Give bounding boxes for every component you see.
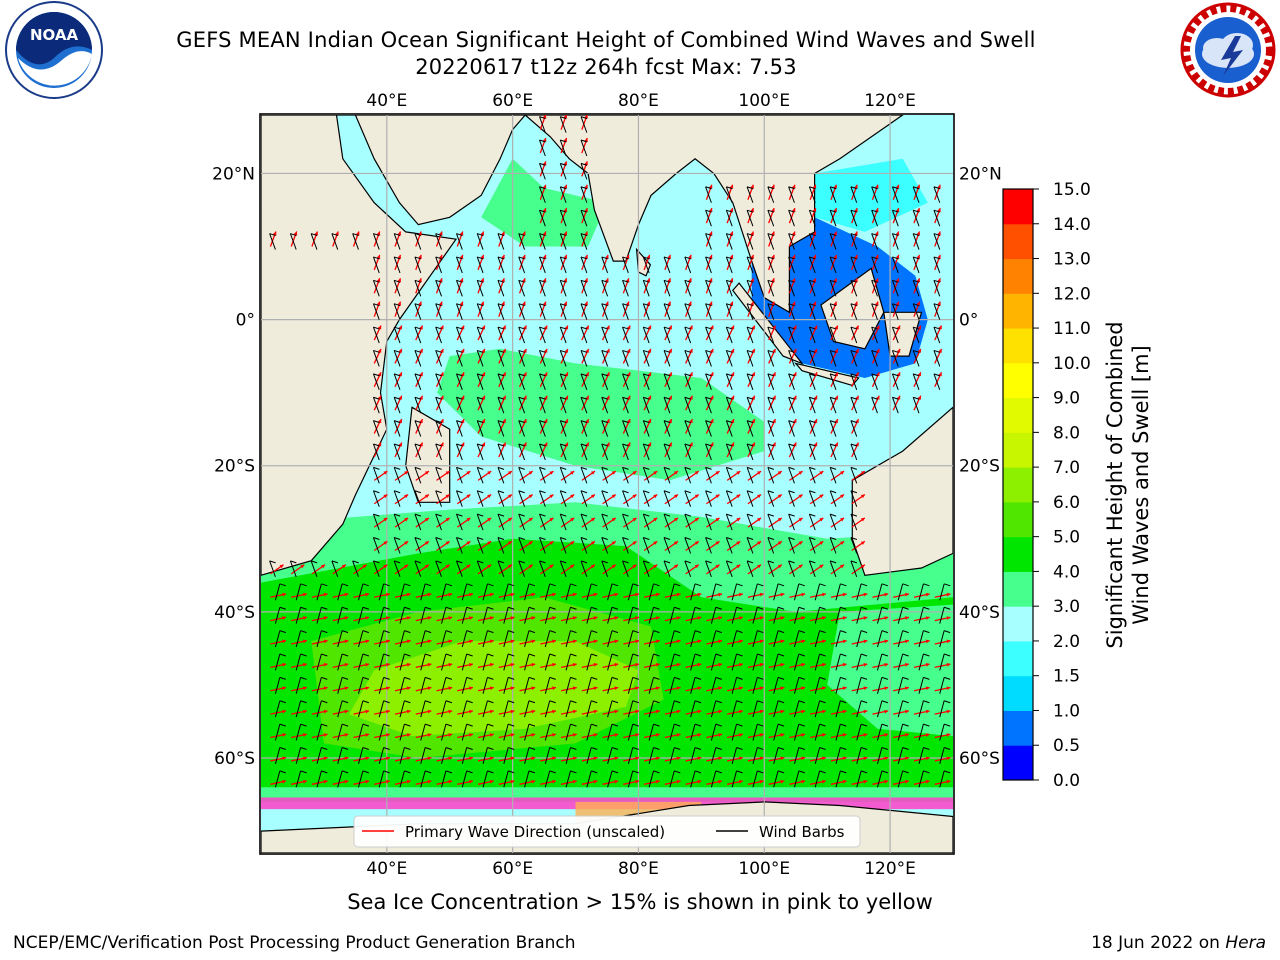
- lat-tick-right: 60°S: [959, 749, 1000, 769]
- colorbar-tick-label: 4.0: [1053, 562, 1080, 582]
- legend-label: Primary Wave Direction (unscaled): [405, 823, 665, 841]
- lon-tick-bottom: 100°E: [738, 859, 790, 879]
- lat-tick-right: 40°S: [959, 603, 1000, 623]
- colorbar: 0.0 0.5 1.0 1.5 2.0 3.0 4.0 5.0 6.0 7.0 8.0 9.0 10.0…: [1002, 180, 1153, 791]
- footer-date: 18 Jun 2022 on Hera: [1091, 933, 1266, 953]
- colorbar-segment: [1003, 293, 1033, 329]
- lat-tick-right: 20°S: [959, 457, 1000, 477]
- land-asia: [524, 115, 904, 314]
- chart-title: GEFS MEAN Indian Ocean Significant Heigh…: [176, 28, 1036, 52]
- lon-tick-top: 60°E: [492, 91, 533, 111]
- lon-tick-top: 120°E: [864, 91, 916, 111]
- colorbar-segment: [1003, 432, 1033, 468]
- colorbar-tick-label: 12.0: [1053, 284, 1091, 304]
- nws-logo: [1180, 2, 1276, 98]
- colorbar-tick-label: 2.0: [1053, 632, 1080, 652]
- colorbar-tick-label: 9.0: [1053, 389, 1080, 409]
- lon-tick-bottom: 40°E: [366, 859, 407, 879]
- lon-tick-top: 80°E: [618, 91, 659, 111]
- legend-label: Wind Barbs: [759, 823, 845, 841]
- colorbar-segment: [1003, 223, 1033, 260]
- colorbar-tick-label: 0.5: [1053, 736, 1080, 756]
- colorbar-tick-label: 13.0: [1053, 250, 1091, 270]
- colorbar-tick-label: 10.0: [1053, 354, 1091, 374]
- noaa-logo-text: NOAA: [30, 26, 79, 44]
- colorbar-segment: [1003, 362, 1033, 399]
- wave-band-south-equatorial: [437, 348, 765, 481]
- lat-tick-left: 20°S: [214, 457, 255, 477]
- land-arabia: [336, 115, 526, 226]
- colorbar-segment: [1003, 606, 1033, 642]
- graticule: [261, 115, 953, 853]
- footer-host: Hera: [1225, 933, 1266, 953]
- colorbar-tick-label: 15.0: [1053, 180, 1091, 200]
- colorbar-tick-label: 3.0: [1053, 597, 1080, 617]
- colorbar-tick-label: 1.5: [1053, 667, 1080, 687]
- lon-tick-bottom: 60°E: [492, 859, 533, 879]
- chart-subtitle: 20220617 t12z 264h fcst Max: 7.53: [415, 55, 797, 79]
- footer-date-text: 18 Jun 2022 on: [1091, 933, 1226, 953]
- lat-tick-left: 40°S: [214, 603, 255, 623]
- colorbar-segment: [1003, 745, 1033, 781]
- lon-tick-bottom: 80°E: [618, 859, 659, 879]
- colorbar-segment: [1003, 710, 1033, 746]
- wave-band-south-china-sea: [814, 158, 928, 232]
- colorbar-tick-label: 8.0: [1053, 423, 1080, 443]
- colorbar-tick-label: 11.0: [1053, 319, 1091, 339]
- colorbar-label: Significant Height of CombinedWind Waves…: [1103, 321, 1153, 648]
- map-legend: Primary Wave Direction (unscaled) Wind Ba…: [353, 815, 861, 848]
- colorbar-tick-label: 5.0: [1053, 528, 1080, 548]
- lat-tick-right: 20°N: [959, 164, 1002, 184]
- noaa-logo: NOAA: [5, 1, 103, 99]
- colorbar-tick-label: 7.0: [1053, 458, 1080, 478]
- colorbar-segment: [1003, 397, 1033, 433]
- colorbar-frame: [1002, 188, 1034, 781]
- colorbar-segment: [1003, 258, 1033, 294]
- colorbar-segment: [1003, 467, 1033, 503]
- lat-tick-left: 20°N: [212, 164, 255, 184]
- colorbar-segment: [1003, 328, 1033, 364]
- colorbar-tick-label: 6.0: [1053, 493, 1080, 513]
- land-sumatra: [732, 282, 804, 365]
- colorbar-segment: [1003, 501, 1033, 538]
- lon-tick-top: 40°E: [366, 91, 407, 111]
- lon-tick-bottom: 120°E: [864, 859, 916, 879]
- lat-tick-left: 60°S: [214, 749, 255, 769]
- colorbar-segment: [1003, 640, 1033, 677]
- colorbar-tick-label: 0.0: [1053, 771, 1080, 791]
- lat-tick-left: 0°: [236, 311, 255, 331]
- lat-tick-right: 0°: [959, 311, 978, 331]
- wave-vectors: [269, 115, 951, 788]
- land-australia: [851, 406, 953, 576]
- colorbar-tick-label: 14.0: [1053, 215, 1091, 235]
- map-frame: [259, 113, 955, 855]
- footer-credit: NCEP/EMC/Verification Post Processing Pr…: [13, 933, 576, 953]
- lon-tick-top: 100°E: [738, 91, 790, 111]
- legend-box: [353, 815, 861, 848]
- colorbar-segment: [1003, 675, 1033, 711]
- colorbar-segment: [1003, 571, 1033, 607]
- sea-ice-caption: Sea Ice Concentration > 15% is shown in …: [347, 890, 933, 914]
- land-sulawesi: [883, 311, 923, 357]
- colorbar-segment: [1003, 536, 1033, 572]
- colorbar-tick-label: 1.0: [1053, 701, 1080, 721]
- colorbar-segment: [1003, 189, 1033, 225]
